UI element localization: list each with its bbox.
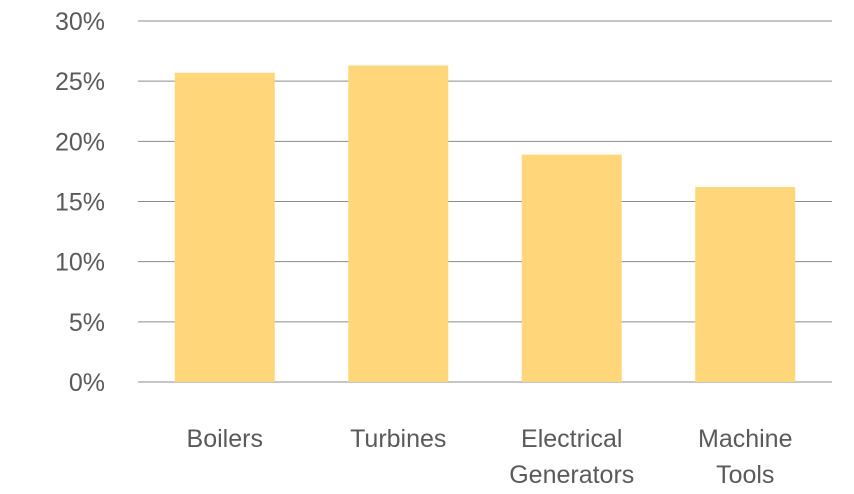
bar: [695, 187, 796, 382]
x-category-label-line: Turbines: [350, 425, 446, 453]
x-category-label-line: Boilers: [187, 425, 263, 453]
bar: [521, 154, 622, 382]
x-category-label: Turbines: [350, 425, 446, 453]
bar: [348, 65, 449, 383]
bars: [174, 65, 796, 383]
y-tick-label: 25%: [55, 68, 105, 96]
x-category-label: Electrical Generators: [509, 425, 634, 489]
y-tick-label: 30%: [55, 8, 105, 36]
y-axis-tick-labels: 0% 5% 10% 15% 20% 25% 30%: [55, 8, 105, 397]
x-category-label-line: Electrical: [521, 425, 622, 453]
x-category-label: Boilers: [187, 425, 263, 453]
y-tick-label: 20%: [55, 128, 105, 156]
y-tick-label: 10%: [55, 249, 105, 277]
x-category-label-line: Tools: [716, 461, 774, 489]
x-axis-category-labels: Boilers Turbines Electrical Generators Machi…: [187, 425, 793, 489]
x-category-label-line: Generators: [509, 461, 634, 489]
x-category-label-line: Machine: [698, 425, 793, 453]
y-tick-label: 15%: [55, 189, 105, 217]
y-tick-label: 5%: [69, 309, 105, 337]
bar: [174, 72, 275, 382]
y-tick-label: 0%: [69, 369, 105, 397]
x-category-label: Machine Tools: [698, 425, 793, 489]
